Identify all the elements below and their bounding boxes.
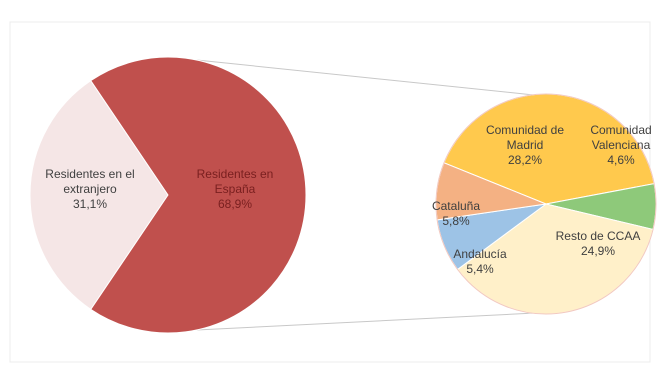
secondary-label-andalucia: Andalucía 5,4%: [453, 247, 507, 276]
main-slice-residentes-en-espana: [90, 56, 307, 334]
secondary-label-comunidad-valenciana: Comunidad Valenciana 4,6%: [590, 123, 651, 167]
main-label-residentes-en-el-extranjero: Residentes en el extranjero 31,1%: [45, 167, 134, 211]
connector-line-top: [196, 59, 533, 96]
secondary-label-comunidad-de-madrid: Comunidad de Madrid 28,2%: [486, 123, 564, 167]
secondary-label-cataluna: Cataluña 5,8%: [432, 199, 480, 228]
main-label-residentes-en-espana: Residentes en España 68,9%: [197, 167, 274, 211]
secondary-pie-outline: [435, 93, 657, 315]
connector-line-bottom: [196, 312, 533, 331]
main-slice-residentes-en-el-extranjero: [29, 79, 169, 311]
secondary-label-resto-de-ccaa: Resto de CCAA 24,9%: [556, 229, 641, 258]
